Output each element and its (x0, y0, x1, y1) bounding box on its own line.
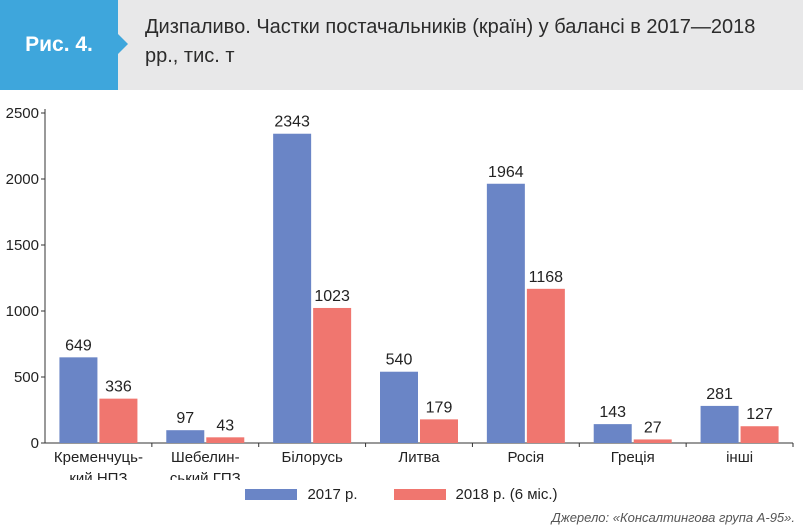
chart-title: Дизпаливо. Частки постачальників (країн)… (145, 16, 756, 67)
x-tick-label: Білорусь (282, 449, 343, 466)
data-label: 43 (216, 417, 234, 434)
bar-2017 (380, 371, 418, 443)
figure-badge: Рис. 4. (0, 0, 118, 90)
bar-2017 (166, 430, 205, 443)
x-tick-label: Литва (398, 449, 440, 466)
bar-2017 (486, 183, 525, 443)
bar-2017 (273, 133, 312, 443)
bar-2018 (526, 288, 565, 443)
legend-label-2017: 2017 р. (307, 485, 358, 503)
bar-2017 (700, 405, 739, 443)
data-label: 336 (105, 379, 132, 396)
y-tick-label: 0 (31, 435, 39, 452)
badge-arrow-icon (118, 34, 128, 54)
y-tick-label: 1000 (6, 303, 39, 320)
bar-2018 (313, 307, 352, 443)
y-tick-label: 1500 (6, 237, 39, 254)
data-label: 143 (599, 404, 626, 421)
bar-2017 (593, 424, 632, 443)
bar-2018 (99, 398, 138, 443)
x-tick-label: Греція (611, 449, 655, 466)
data-label: 1964 (488, 164, 524, 181)
x-tick-label: інші (726, 449, 753, 466)
legend-swatch-2018 (393, 488, 446, 500)
bar-2018 (420, 419, 458, 443)
y-tick-label: 2500 (6, 105, 39, 122)
x-tick-label: Шебелин- (171, 449, 240, 466)
x-tick-label: ський ГПЗ (170, 470, 241, 480)
data-label: 179 (426, 399, 453, 416)
data-label: 97 (176, 410, 194, 427)
y-tick-label: 500 (14, 369, 39, 386)
data-label: 127 (746, 406, 773, 423)
x-tick-label: Росія (508, 449, 545, 466)
legend-swatch-2017 (245, 488, 298, 500)
legend-item-2017: 2017 р. (245, 485, 358, 503)
bar-2017 (59, 357, 98, 443)
bar-2018 (206, 437, 245, 443)
source-note: Джерело: «Консалтингова група А-95». (551, 510, 795, 525)
data-label: 1168 (529, 269, 564, 286)
legend-item-2018: 2018 р. (6 міс.) (393, 485, 558, 503)
x-tick-label: Кременчуць- (54, 449, 143, 466)
bar-2018 (740, 426, 779, 443)
x-tick-label: кий НПЗ (69, 470, 127, 480)
legend-label-2018: 2018 р. (6 міс.) (455, 485, 558, 503)
data-label: 540 (386, 352, 413, 369)
y-tick-label: 2000 (6, 171, 39, 188)
data-label: 2343 (274, 114, 310, 131)
figure-header: Рис. 4. Дизпаливо. Частки постачальників… (0, 0, 803, 90)
data-label: 649 (65, 337, 92, 354)
bar-chart: 0 500 1000 1500 2000 2500 649 336 Кременчуць-кий… (6, 105, 794, 480)
bar-2018 (633, 439, 672, 443)
data-label: 281 (706, 386, 733, 403)
chart-legend: 2017 р. 2018 р. (6 міс.) (0, 480, 803, 508)
data-label: 1023 (314, 288, 350, 305)
data-label: 27 (644, 419, 662, 436)
